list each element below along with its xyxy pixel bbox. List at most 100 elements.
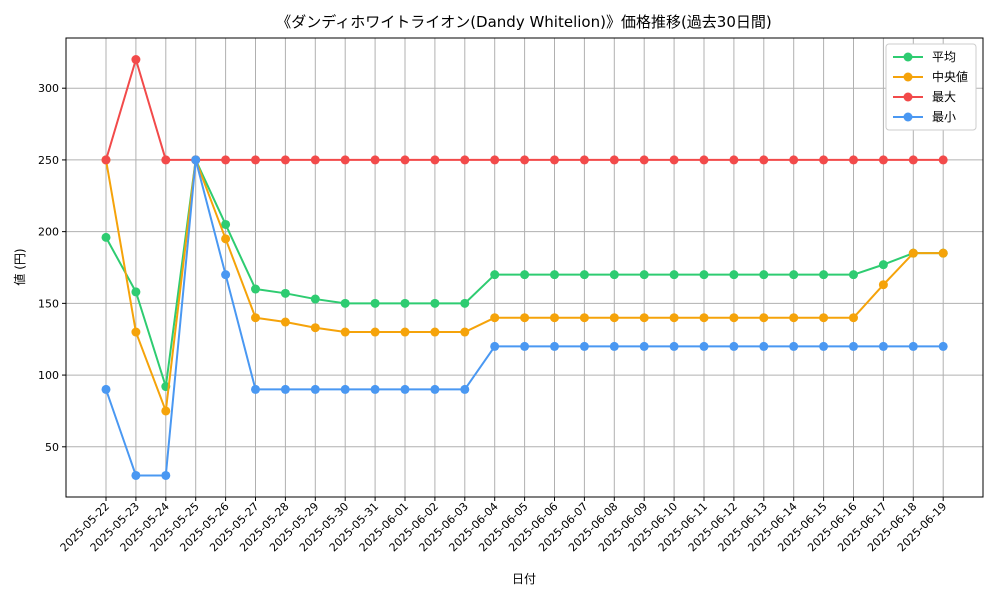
data-point <box>699 313 709 323</box>
data-point <box>131 470 141 480</box>
data-point <box>101 384 111 394</box>
data-point <box>340 384 350 394</box>
data-point <box>131 287 141 297</box>
data-point <box>819 155 829 165</box>
data-point <box>669 313 679 323</box>
x-axis-label: 日付 <box>512 572 536 586</box>
y-tick-label: 250 <box>38 154 59 167</box>
data-point <box>191 155 201 165</box>
data-point <box>131 55 141 65</box>
legend-label: 中央値 <box>932 69 968 84</box>
data-point <box>460 155 470 165</box>
data-point <box>789 155 799 165</box>
data-point <box>639 270 649 280</box>
data-point <box>550 313 559 323</box>
data-point <box>550 155 559 165</box>
data-point <box>789 313 799 323</box>
data-point <box>221 219 231 229</box>
data-point <box>579 313 589 323</box>
data-point <box>639 313 649 323</box>
data-point <box>280 288 290 298</box>
y-axis-ticks: 50 100 150 200 250 300 <box>38 82 66 454</box>
data-point <box>430 155 440 165</box>
legend-label: 最大 <box>932 90 956 104</box>
data-point <box>789 341 799 351</box>
data-point <box>310 384 320 394</box>
legend-label: 最小 <box>932 110 956 124</box>
data-point <box>729 270 739 280</box>
data-point <box>849 341 858 351</box>
data-point <box>819 341 829 351</box>
grid <box>66 38 983 497</box>
data-point <box>131 327 141 337</box>
data-point <box>849 155 858 165</box>
data-point <box>699 341 709 351</box>
data-point <box>520 341 530 351</box>
data-point <box>251 384 260 394</box>
data-point <box>161 406 171 416</box>
data-point <box>609 341 619 351</box>
data-point <box>908 248 918 258</box>
data-point <box>759 341 769 351</box>
data-point <box>878 260 888 270</box>
y-tick-label: 100 <box>38 369 59 382</box>
data-point <box>340 155 350 165</box>
data-point <box>938 155 948 165</box>
legend-marker <box>903 112 913 122</box>
data-point <box>340 327 350 337</box>
data-point <box>221 234 231 244</box>
data-point <box>609 155 619 165</box>
data-point <box>490 313 500 323</box>
data-point <box>430 327 440 337</box>
y-tick-label: 50 <box>45 441 59 454</box>
data-point <box>759 155 769 165</box>
data-point <box>579 155 589 165</box>
y-axis-label: 値 (円) <box>12 248 27 285</box>
data-point <box>221 155 231 165</box>
chart-title: 《ダンディホワイトライオン(Dandy Whitelion)》価格推移(過去30… <box>276 13 772 31</box>
data-point <box>699 155 709 165</box>
legend-marker <box>903 72 913 82</box>
data-point <box>161 155 171 165</box>
data-point <box>729 341 739 351</box>
y-tick-label: 200 <box>38 226 59 239</box>
data-point <box>849 270 858 280</box>
data-point <box>579 270 589 280</box>
data-point <box>370 298 380 308</box>
y-tick-label: 150 <box>38 297 59 310</box>
data-point <box>579 341 589 351</box>
data-point <box>520 270 530 280</box>
data-point <box>490 270 500 280</box>
data-point <box>251 313 260 323</box>
data-point <box>759 313 769 323</box>
data-point <box>938 341 948 351</box>
data-point <box>550 270 559 280</box>
data-point <box>908 155 918 165</box>
data-point <box>430 298 440 308</box>
data-point <box>490 341 500 351</box>
data-point <box>878 280 888 290</box>
data-point <box>639 155 649 165</box>
series-最大 <box>101 55 948 165</box>
data-point <box>221 270 231 280</box>
data-point <box>699 270 709 280</box>
data-point <box>251 155 260 165</box>
data-point <box>669 155 679 165</box>
series-layer <box>101 55 948 480</box>
data-point <box>101 155 111 165</box>
legend-marker <box>903 52 913 62</box>
data-point <box>490 155 500 165</box>
data-point <box>161 470 171 480</box>
data-point <box>729 155 739 165</box>
data-point <box>819 270 829 280</box>
data-point <box>400 298 410 308</box>
y-tick-label: 300 <box>38 82 59 95</box>
data-point <box>789 270 799 280</box>
data-point <box>310 294 320 304</box>
data-point <box>460 384 470 394</box>
data-point <box>938 248 948 258</box>
data-point <box>878 155 888 165</box>
data-point <box>280 155 290 165</box>
